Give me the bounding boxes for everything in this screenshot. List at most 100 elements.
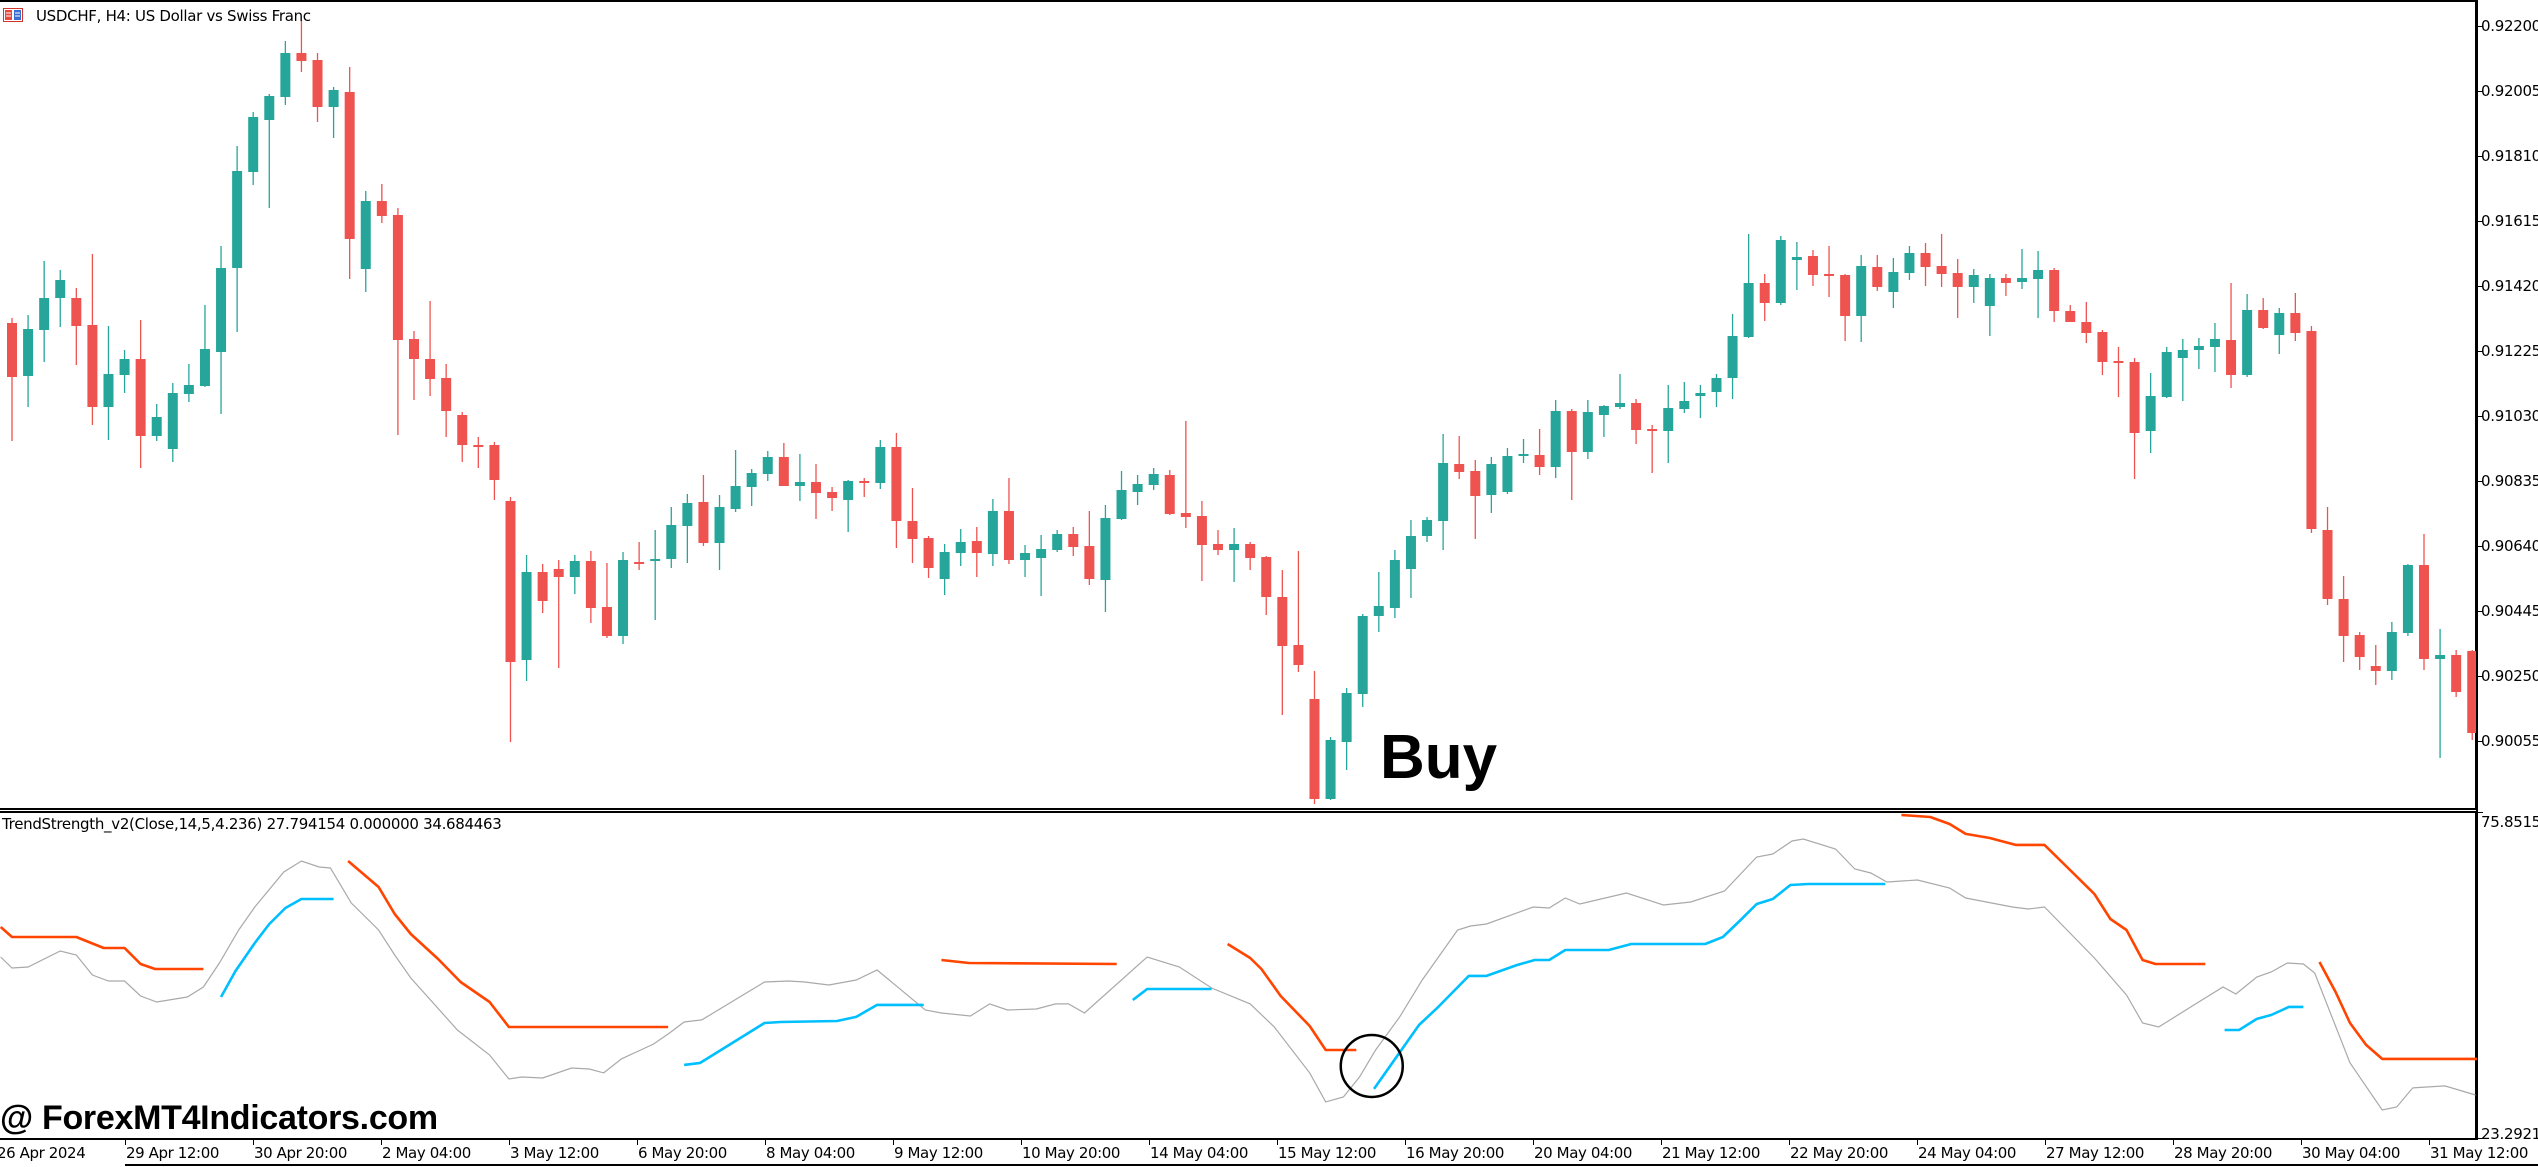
candle-body [698, 502, 709, 543]
candle [2226, 283, 2237, 388]
candle-body [2258, 310, 2269, 328]
candle [955, 529, 966, 566]
candle [2322, 507, 2333, 605]
candle-body [2161, 352, 2172, 397]
candle-body [199, 349, 210, 386]
candle-body [280, 53, 291, 97]
candle-body [1582, 412, 1593, 452]
candle [521, 555, 532, 681]
candle-body [794, 482, 805, 486]
candle-body [1373, 606, 1384, 616]
lower-band-line [1372, 882, 1886, 1090]
candle [1759, 274, 1770, 321]
candle [746, 469, 757, 506]
candle-body [923, 538, 934, 568]
candle-body [2177, 350, 2188, 358]
candle-body [1196, 516, 1207, 545]
candle [1695, 385, 1706, 418]
candle-body [2129, 362, 2140, 433]
candle [1807, 250, 1818, 286]
candle [1727, 314, 1738, 399]
candle-body [1036, 549, 1047, 558]
candle [634, 542, 645, 570]
time-axis-label: 24 May 04:00 [1918, 1144, 2017, 1162]
candle [1068, 527, 1079, 556]
candle [360, 191, 371, 292]
candle [1775, 236, 1786, 305]
time-axis-tick [1917, 1139, 1918, 1145]
upper-band-line [1226, 942, 1357, 1052]
lower-band-line [683, 1003, 924, 1067]
candle-body [1695, 393, 1706, 396]
candle [1438, 434, 1449, 550]
time-axis-label: 22 May 20:00 [1790, 1144, 1889, 1162]
candle-body [103, 374, 114, 407]
candle [1084, 511, 1095, 585]
candle [1582, 400, 1593, 459]
price-axis-label: 0.92200 [2481, 17, 2538, 35]
candle-body [135, 359, 146, 436]
time-axis-tick [765, 1139, 766, 1145]
candle-body [23, 329, 34, 376]
time-axis-tick [2429, 1139, 2430, 1145]
candle [1518, 439, 1529, 463]
candle-body [1470, 471, 1481, 496]
price-axis-tick [2477, 416, 2483, 417]
candle-body [1405, 536, 1416, 569]
candle [425, 301, 436, 396]
candle [103, 326, 114, 440]
candle [907, 488, 918, 563]
time-axis-label: 8 May 04:00 [766, 1144, 855, 1162]
candle-body [248, 117, 259, 172]
candle [939, 544, 950, 595]
candle [1003, 478, 1014, 564]
candle-body [987, 511, 998, 554]
candle [1148, 468, 1159, 490]
lower-band-line [2224, 1005, 2304, 1032]
time-axis-tick [1405, 1139, 1406, 1145]
price-axis-label: 0.91030 [2481, 407, 2538, 425]
candle [1357, 614, 1368, 707]
trend-strength-indicator-plot [0, 813, 2477, 1111]
candle [1968, 269, 1979, 303]
candle [1341, 688, 1352, 770]
candle-body [843, 481, 854, 500]
candle-body [1598, 406, 1609, 415]
candle-body [1711, 378, 1722, 392]
price-axis-tick [2477, 286, 2483, 287]
candle-body [2467, 651, 2477, 733]
candle-body [2017, 278, 2027, 282]
indicator-pane[interactable] [0, 811, 2477, 1140]
candle [1534, 429, 1545, 475]
candle-body [1261, 557, 1272, 597]
time-axis-label: 2 May 04:00 [382, 1144, 471, 1162]
watermark-text: @ ForexMT4Indicators.com [0, 1099, 438, 1137]
candle-body [328, 90, 339, 107]
time-axis-label: 3 May 12:00 [510, 1144, 599, 1162]
chart-title: USDCHF, H4: US Dollar vs Swiss Franc [36, 7, 311, 25]
candlestick-chart[interactable] [0, 0, 2477, 808]
upper-band-line [0, 926, 204, 971]
candle-body [1534, 455, 1545, 467]
candle [618, 552, 629, 644]
candle-body [1245, 544, 1256, 558]
candle [2097, 330, 2108, 375]
candle [762, 451, 773, 481]
price-axis-tick [2477, 741, 2483, 742]
indicator-axis-max-tick [2477, 812, 2483, 813]
candle [2419, 534, 2429, 670]
candle [1647, 425, 1658, 473]
candle-body [2306, 331, 2317, 529]
candle [778, 443, 789, 486]
candle-body [360, 201, 371, 269]
indicator-axis-min-tick [2477, 1138, 2483, 1139]
candle [971, 527, 982, 577]
candle-body [2081, 322, 2092, 333]
candle-body [1293, 645, 1304, 665]
price-axis-label: 0.91225 [2481, 342, 2538, 360]
candle [891, 433, 902, 548]
candle-body [1438, 463, 1449, 521]
price-axis-line [2476, 0, 2478, 1140]
candle-body [2370, 666, 2381, 671]
candle-body [1422, 520, 1433, 536]
